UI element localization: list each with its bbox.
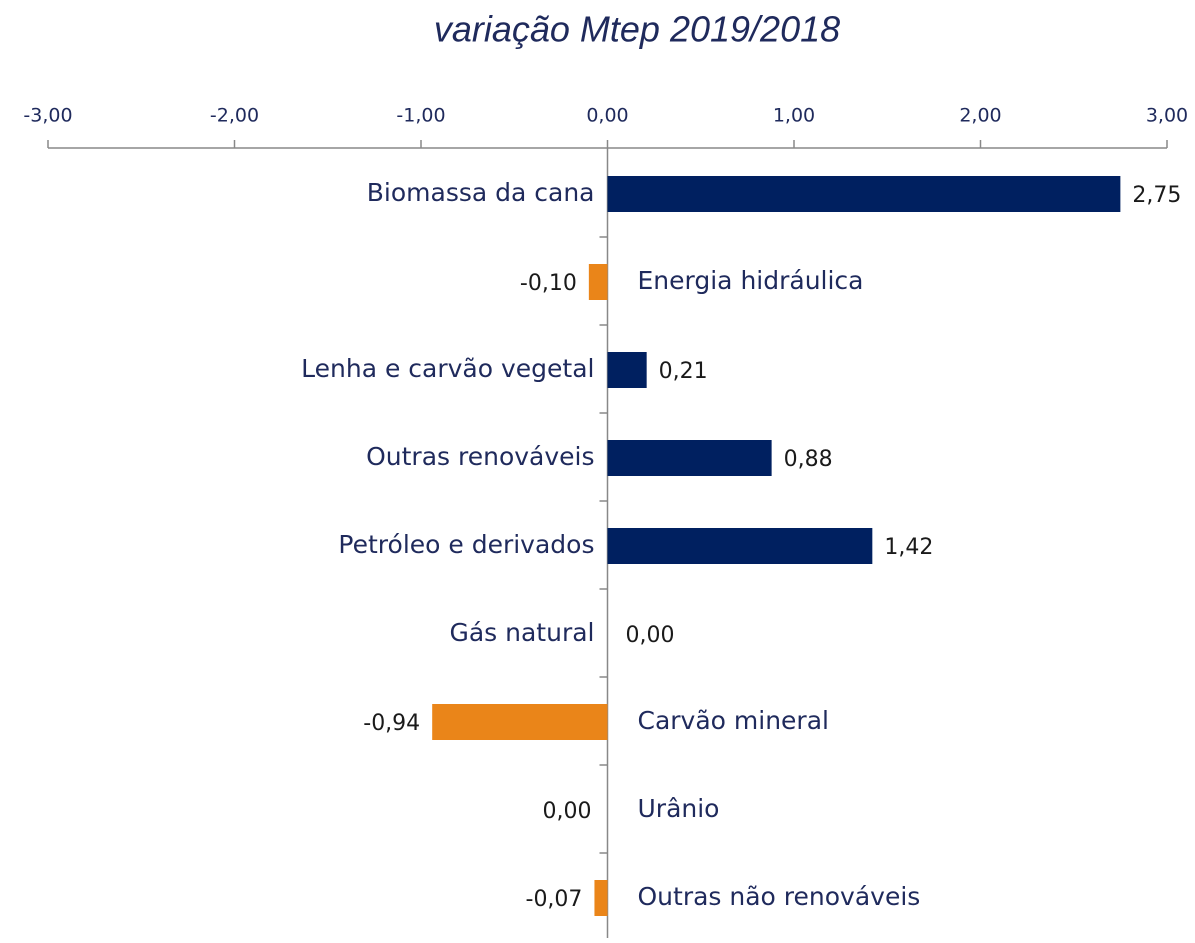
bar [607, 352, 647, 388]
value-label: -0,94 [363, 711, 420, 736]
bar [594, 880, 608, 916]
x-tick-label: -1,00 [396, 105, 445, 127]
category-label: Lenha e carvão vegetal [301, 354, 594, 383]
category-label: Energia hidráulica [638, 266, 864, 295]
x-tick-label: 3,00 [1146, 105, 1188, 127]
chart-title: variação Mtep 2019/2018 [434, 9, 840, 50]
category-label: Petróleo e derivados [338, 530, 594, 559]
value-label: -0,10 [520, 271, 577, 296]
x-tick-label: -3,00 [23, 105, 72, 127]
category-label: Urânio [638, 794, 720, 823]
value-label: 0,21 [659, 359, 708, 384]
bar [588, 264, 608, 300]
value-label: 2,75 [1132, 183, 1181, 208]
category-label: Carvão mineral [638, 706, 829, 735]
x-tick-label: 2,00 [959, 105, 1001, 127]
value-label: 0,88 [784, 447, 833, 472]
value-label: 0,00 [626, 623, 675, 648]
x-tick-label: 0,00 [586, 105, 628, 127]
value-label: -0,07 [526, 887, 583, 912]
value-label: 1,42 [884, 535, 933, 560]
value-label: 0,00 [543, 799, 592, 824]
category-label: Outras renováveis [366, 442, 594, 471]
x-tick-label: -2,00 [210, 105, 259, 127]
x-tick-label: 1,00 [773, 105, 815, 127]
category-label: Gás natural [449, 618, 594, 647]
category-label: Biomassa da cana [367, 178, 595, 207]
bar [432, 704, 608, 740]
bar [607, 176, 1121, 212]
bar [607, 440, 772, 476]
category-label: Outras não renováveis [638, 882, 921, 911]
bar [607, 528, 873, 564]
